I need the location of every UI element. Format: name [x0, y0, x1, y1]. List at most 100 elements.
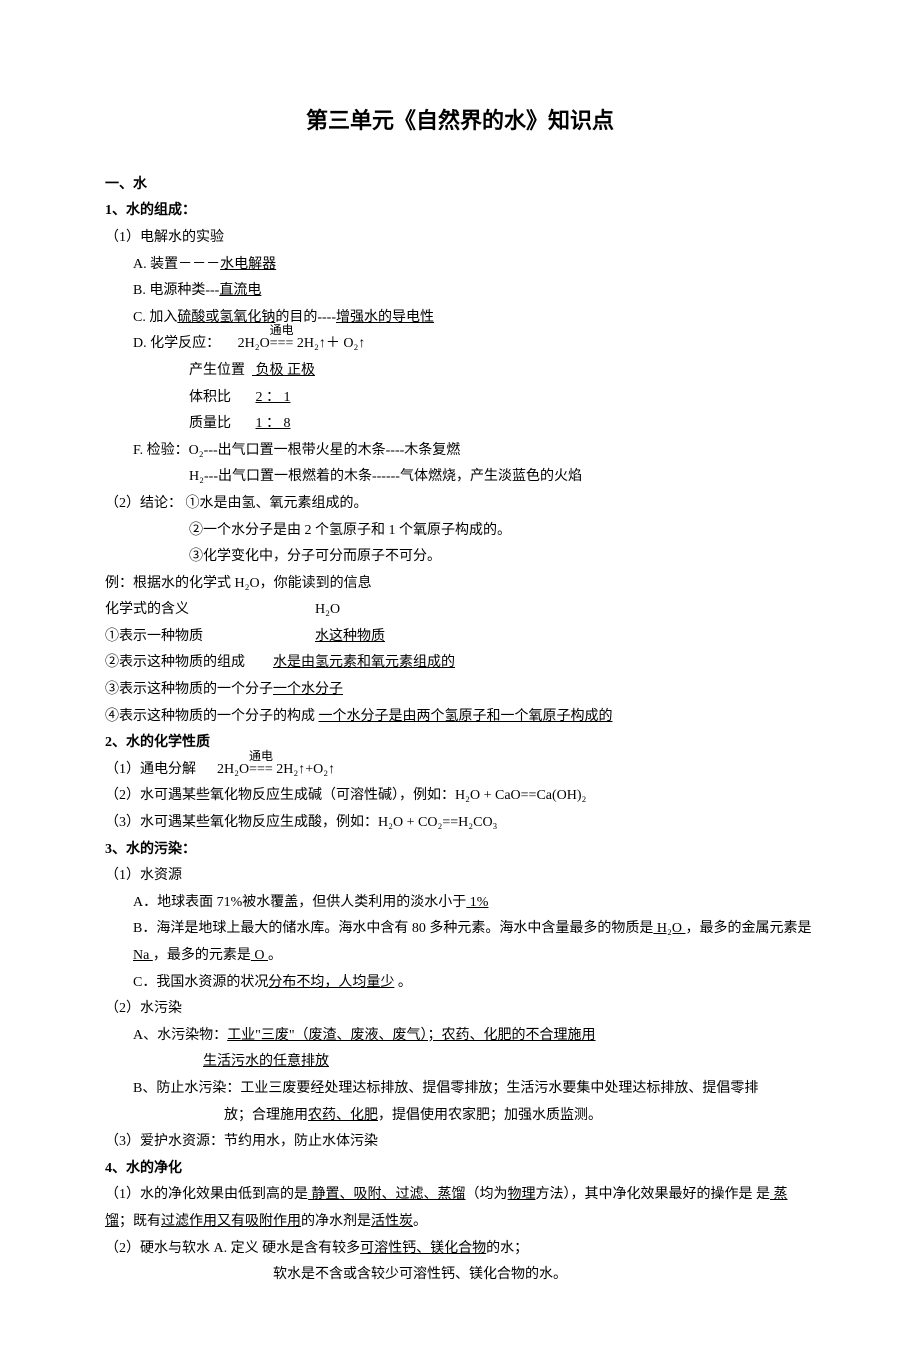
- text: ，最多的元素是: [153, 948, 251, 963]
- text-line: A、水污染物：工业"三废"（废渣、废液、废气）；农药、化肥的不合理施用: [105, 1023, 815, 1050]
- text: ；既有: [119, 1214, 161, 1229]
- text-line: B. 电源种类---直流电: [105, 278, 815, 305]
- text: 放；合理施用: [224, 1108, 308, 1123]
- underlined-text: 水这种物质: [315, 629, 385, 644]
- underlined-text: 水是由氢元素和氧元素组成的: [273, 655, 455, 670]
- text: （1）水的净化效果由低到高的是: [105, 1187, 308, 1202]
- equation-right: 2H₂↑+O₂↑: [273, 762, 335, 777]
- text-line: B、防止水污染：工业三废要经处理达标排放、提倡零排放；生活污水要集中处理达标排放…: [105, 1076, 815, 1103]
- underlined-text: 过滤作用又有吸附作用: [161, 1214, 301, 1229]
- underlined-text: 生活污水的任意排放: [203, 1054, 329, 1069]
- text: H₂O: [315, 597, 340, 624]
- underlined-text: 工业"三废"（废渣、废液、废气）；农药、化肥的不合理施用: [227, 1028, 595, 1043]
- underlined-text: 农药、化肥: [308, 1108, 378, 1123]
- text-line: A．地球表面 71%被水覆盖，但供人类利用的淡水小于 1%: [105, 890, 815, 917]
- text: 化学式的含义: [105, 597, 315, 624]
- text: 。: [268, 948, 282, 963]
- text-line: ③化学变化中，分子可分而原子不可分。: [105, 544, 815, 571]
- text: C．我国水资源的状况: [133, 975, 268, 990]
- underlined-text: 2 ： 1: [256, 390, 291, 405]
- text-line: 质量比 1 ： 8: [105, 411, 815, 438]
- topic-3-heading: 3、水的污染：: [105, 837, 815, 864]
- text-line: F. 检验：O₂---出气口置一根带火星的木条----木条复燃: [105, 438, 815, 465]
- section-1-heading: 一、水: [105, 172, 815, 199]
- text: ①表示一种物质: [105, 624, 315, 651]
- text: 。: [413, 1214, 427, 1229]
- text-line: 体积比 2 ： 1: [105, 385, 815, 412]
- text-line: 生活污水的任意排放: [105, 1049, 815, 1076]
- text: D. 化学反应：: [133, 336, 220, 351]
- text-line: （1）水资源: [105, 863, 815, 890]
- underlined-text: Na: [133, 948, 153, 963]
- text-line: （1）通电分解 2H₂O通电=== 2H₂↑+O₂↑: [105, 757, 815, 784]
- text-line: ①表示一种物质 水这种物质: [105, 624, 815, 651]
- text-line: （1）电解水的实验: [105, 225, 815, 252]
- underlined-text: 增强水的导电性: [336, 310, 434, 325]
- underlined-text: 水电解器: [220, 257, 276, 272]
- reaction-arrow: 通电===: [249, 757, 273, 784]
- document-title: 第三单元《自然界的水》知识点: [105, 100, 815, 142]
- underlined-text: 硫酸或氢氧化钠: [177, 310, 275, 325]
- underlined-text: 一个水分子: [273, 682, 343, 697]
- underlined-text: 直流电: [219, 283, 261, 298]
- over-text: 通电: [249, 745, 273, 768]
- equation-left: 2H₂O: [217, 762, 249, 777]
- text: （2）硬水与软水 A. 定义 硬水是含有较多: [105, 1241, 360, 1256]
- text: ④表示这种物质的一个分子的构成: [105, 709, 315, 724]
- underlined-text: 一个水分子是由两个氢原子和一个氧原子构成的: [319, 709, 613, 724]
- text: A、水污染物：: [133, 1028, 227, 1043]
- text: ②表示这种物质的组成: [105, 650, 273, 677]
- text: （均为: [466, 1187, 508, 1202]
- text-line: 产生位置 负极 正极: [105, 358, 815, 385]
- text-line: （3）水可遇某些氧化物反应生成酸，例如：H₂O + CO₂==H₂CO₃: [105, 810, 815, 837]
- topic-4-heading: 4、水的净化: [105, 1156, 815, 1183]
- over-text: 通电: [270, 319, 294, 342]
- underlined-text: 分布不均，人均量少: [268, 975, 394, 990]
- text-line: （2）结论： ①水是由氢、氧元素组成的。: [105, 491, 815, 518]
- text-line: （2）水可遇某些氧化物反应生成碱（可溶性碱），例如：H₂O + CaO==Ca(…: [105, 783, 815, 810]
- text-line: 例：根据水的化学式 H₂O，你能读到的信息: [105, 571, 815, 598]
- equation-right: 2H₂↑＋ O₂↑: [293, 336, 365, 351]
- text-line: （2）硬水与软水 A. 定义 硬水是含有较多可溶性钙、镁化合物的水；: [105, 1236, 815, 1263]
- text-line: A. 装置－－－水电解器: [105, 252, 815, 279]
- reaction-arrow: 通电===: [270, 331, 294, 358]
- underlined-text: O: [251, 948, 268, 963]
- text: C. 加入: [133, 310, 177, 325]
- underlined-text: 1 ： 8: [256, 416, 291, 431]
- text: 体积比: [189, 390, 231, 405]
- text-line: （3）爱护水资源：节约用水，防止水体污染: [105, 1129, 815, 1156]
- text-line: （1）水的净化效果由低到高的是 静置、吸附、过滤、蒸馏（均为物理方法），其中净化…: [105, 1182, 815, 1235]
- text: 。: [394, 975, 412, 990]
- text-line: （2）水污染: [105, 996, 815, 1023]
- text: 产生位置: [189, 363, 245, 378]
- text-line: 软水是不含或含较少可溶性钙、镁化合物的水。: [105, 1262, 815, 1289]
- topic-2-heading: 2、水的化学性质: [105, 730, 815, 757]
- equation-left: 2H₂O: [238, 336, 270, 351]
- text: 是: [756, 1187, 770, 1202]
- text-line: C．我国水资源的状况分布不均，人均量少 。: [105, 970, 815, 997]
- text: 方法），其中净化效果最好的操作是: [536, 1187, 753, 1202]
- text-line: ④表示这种物质的一个分子的构成 一个水分子是由两个氢原子和一个氧原子构成的: [105, 704, 815, 731]
- topic-1-heading: 1、水的组成：: [105, 198, 815, 225]
- text: B. 电源种类---: [133, 283, 219, 298]
- text: 的水；: [486, 1241, 528, 1256]
- text: （1）通电分解: [105, 762, 196, 777]
- text-line: ②表示这种物质的组成 水是由氢元素和氧元素组成的: [105, 650, 815, 677]
- text-line: 化学式的含义 H₂O: [105, 597, 815, 624]
- text: ，提倡使用农家肥；加强水质监测。: [378, 1108, 602, 1123]
- text: A. 装置－－－: [133, 257, 220, 272]
- underlined-text: 可溶性钙、镁化合物: [360, 1241, 486, 1256]
- underlined-text: 静置、吸附、过滤、蒸馏: [308, 1187, 466, 1202]
- underlined-text: 物理: [508, 1187, 536, 1202]
- text: ，最多的金属元素是: [685, 921, 811, 936]
- text: B．海洋是地球上最大的储水库。海水中含有 80 多种元素。海水中含量最多的物质是: [133, 921, 653, 936]
- text: ③表示这种物质的一个分子: [105, 677, 273, 704]
- text-line: C. 加入硫酸或氢氧化钠的目的----增强水的导电性: [105, 305, 815, 332]
- text-line: B．海洋是地球上最大的储水库。海水中含有 80 多种元素。海水中含量最多的物质是…: [105, 916, 815, 969]
- text: 质量比: [189, 416, 231, 431]
- text: 的净水剂是: [301, 1214, 371, 1229]
- text-line: H₂---出气口置一根燃着的木条------气体燃烧，产生淡蓝色的火焰: [105, 464, 815, 491]
- text-line: ②一个水分子是由 2 个氢原子和 1 个氧原子构成的。: [105, 518, 815, 545]
- underlined-text: 负极 正极: [252, 363, 315, 378]
- underlined-text: H₂O: [653, 921, 685, 936]
